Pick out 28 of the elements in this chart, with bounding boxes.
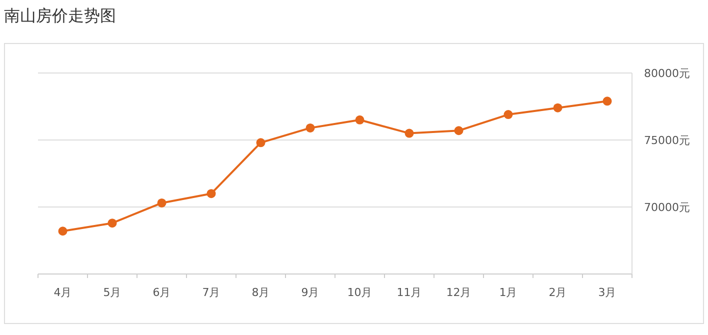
x-tick-label: 5月	[103, 286, 122, 299]
point	[504, 110, 513, 120]
point	[256, 138, 266, 148]
y-tick-label: 80000元	[644, 67, 690, 80]
point	[206, 189, 216, 198]
x-tick-label: 12月	[446, 286, 472, 299]
y-tick-label: 70000元	[644, 201, 690, 214]
point	[58, 226, 68, 236]
x-tick-label: 7月	[202, 286, 220, 299]
x-tick-label: 8月	[252, 286, 270, 299]
x-tick-label: 11月	[396, 286, 422, 299]
x-tick-label: 10月	[347, 286, 372, 299]
point	[355, 115, 364, 124]
x-tick-label: 3月	[598, 286, 616, 299]
point	[157, 198, 166, 208]
point	[454, 126, 464, 136]
x-tick-label: 6月	[152, 286, 171, 299]
chart-title: 南山房价走势图	[4, 6, 116, 25]
x-tick-label: 4月	[54, 286, 72, 299]
x-tick-label: 9月	[301, 286, 320, 299]
point	[553, 103, 562, 112]
x-tick-label: 2月	[548, 286, 567, 299]
point	[602, 96, 612, 106]
point	[306, 123, 315, 132]
point	[404, 128, 414, 138]
y-tick-label: 75000元	[644, 134, 690, 147]
point	[108, 218, 117, 228]
x-tick-label: 1月	[499, 286, 518, 299]
